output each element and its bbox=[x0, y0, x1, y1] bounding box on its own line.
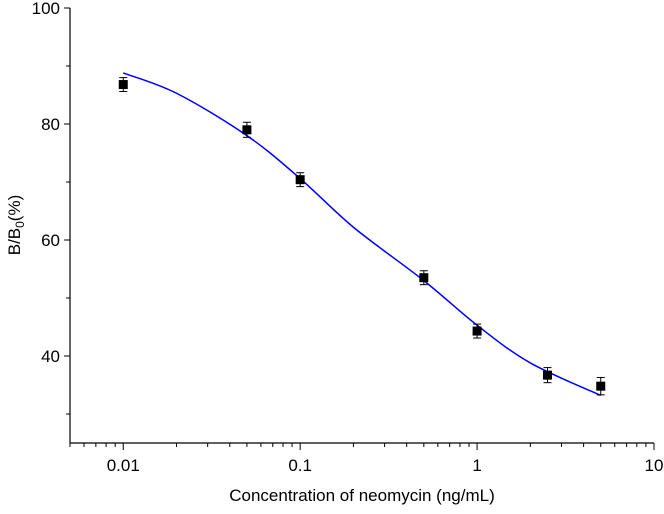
axes: 40 60 80 100 0.01 0.1 1 10 bbox=[32, 0, 664, 475]
marks bbox=[118, 72, 606, 397]
y-tick-label: 100 bbox=[32, 0, 60, 18]
marker-square bbox=[472, 326, 482, 336]
marker-square bbox=[596, 381, 606, 391]
data-point bbox=[295, 172, 305, 188]
x-tick-label: 10 bbox=[645, 456, 664, 475]
y-axis-label-sub: 0 bbox=[13, 221, 27, 228]
y-axis-label-main: B/B bbox=[5, 228, 24, 255]
x-tick-label: 0.1 bbox=[288, 456, 312, 475]
x-tick-label: 1 bbox=[472, 456, 481, 475]
data-point bbox=[242, 121, 252, 138]
data-point bbox=[419, 270, 429, 286]
fit-curve bbox=[122, 72, 602, 397]
marker-square bbox=[419, 273, 429, 283]
x-tick-label: 0.01 bbox=[107, 456, 140, 475]
data-point bbox=[118, 77, 128, 93]
y-tick-label: 40 bbox=[41, 347, 60, 366]
marker-square bbox=[242, 125, 252, 135]
data-point bbox=[472, 323, 482, 339]
data-point bbox=[542, 367, 552, 384]
y-axis-label-tail: (%) bbox=[5, 195, 24, 221]
y-axis-label: B/B0(%) bbox=[5, 195, 27, 256]
data-point bbox=[596, 376, 606, 396]
marker-square bbox=[295, 175, 305, 185]
marker-square bbox=[542, 370, 552, 380]
y-tick-label: 80 bbox=[41, 115, 60, 134]
x-axis-label: Concentration of neomycin (ng/mL) bbox=[229, 486, 495, 505]
marker-square bbox=[118, 80, 128, 90]
y-tick-label: 60 bbox=[41, 231, 60, 250]
